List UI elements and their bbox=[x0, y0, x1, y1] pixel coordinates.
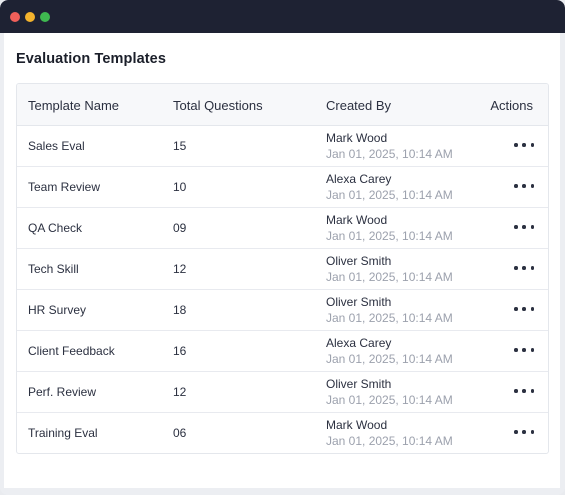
created-by-cell: Oliver Smith Jan 01, 2025, 10:14 AM bbox=[326, 254, 453, 286]
template-name-cell: Perf. Review bbox=[28, 385, 97, 399]
header-actions: Actions bbox=[490, 98, 533, 113]
dot bbox=[514, 184, 518, 188]
dot bbox=[530, 225, 534, 229]
created-by-cell: Oliver Smith Jan 01, 2025, 10:14 AM bbox=[326, 377, 453, 409]
total-questions-cell: 15 bbox=[173, 139, 187, 153]
creator-name: Mark Wood bbox=[326, 131, 388, 145]
dot bbox=[530, 307, 534, 311]
dot bbox=[530, 389, 534, 393]
dot bbox=[514, 348, 518, 352]
total-questions-cell: 12 bbox=[173, 262, 187, 276]
header-created-by: Created By bbox=[326, 98, 392, 113]
dot bbox=[522, 266, 526, 270]
window-titlebar bbox=[0, 0, 565, 33]
table-row[interactable]: Team Review 10 Alexa Carey Jan 01, 2025,… bbox=[17, 167, 548, 208]
dot bbox=[514, 143, 518, 147]
creator-name: Oliver Smith bbox=[326, 254, 392, 268]
table-row[interactable]: QA Check 09 Mark Wood Jan 01, 2025, 10:1… bbox=[17, 208, 548, 249]
close-window-button[interactable] bbox=[10, 12, 20, 22]
template-name-cell: Team Review bbox=[28, 180, 101, 194]
table-row[interactable]: Perf. Review 12 Oliver Smith Jan 01, 202… bbox=[17, 372, 548, 413]
dot bbox=[530, 266, 534, 270]
created-date: Jan 01, 2025, 10:14 AM bbox=[326, 229, 453, 243]
dot bbox=[522, 389, 526, 393]
template-name-cell: Sales Eval bbox=[28, 139, 85, 153]
creator-name: Mark Wood bbox=[326, 213, 388, 227]
creator-name: Oliver Smith bbox=[326, 377, 392, 391]
content-panel: Evaluation Templates Template Name Total… bbox=[4, 33, 560, 488]
created-by-cell: Mark Wood Jan 01, 2025, 10:14 AM bbox=[326, 131, 453, 163]
creator-name: Alexa Carey bbox=[326, 336, 392, 350]
template-name-cell: QA Check bbox=[28, 221, 83, 235]
dot bbox=[522, 225, 526, 229]
more-horizontal-icon[interactable] bbox=[514, 137, 534, 153]
more-horizontal-icon[interactable] bbox=[514, 301, 534, 317]
created-date: Jan 01, 2025, 10:14 AM bbox=[326, 188, 453, 202]
created-date: Jan 01, 2025, 10:14 AM bbox=[326, 147, 453, 161]
table-row[interactable]: Training Eval 06 Mark Wood Jan 01, 2025,… bbox=[17, 413, 548, 453]
header-total-questions: Total Questions bbox=[173, 98, 263, 113]
created-date: Jan 01, 2025, 10:14 AM bbox=[326, 434, 453, 448]
table-header: Template Name Total Questions Created By… bbox=[17, 84, 548, 126]
created-date: Jan 01, 2025, 10:14 AM bbox=[326, 393, 453, 407]
dot bbox=[522, 143, 526, 147]
more-horizontal-icon[interactable] bbox=[514, 219, 534, 235]
templates-table: Template Name Total Questions Created By… bbox=[16, 83, 549, 454]
minimize-window-button[interactable] bbox=[25, 12, 35, 22]
table-row[interactable]: Client Feedback 16 Alexa Carey Jan 01, 2… bbox=[17, 331, 548, 372]
created-date: Jan 01, 2025, 10:14 AM bbox=[326, 270, 453, 284]
more-horizontal-icon[interactable] bbox=[514, 260, 534, 276]
dot bbox=[530, 143, 534, 147]
created-by-cell: Alexa Carey Jan 01, 2025, 10:14 AM bbox=[326, 172, 453, 204]
dot bbox=[522, 348, 526, 352]
dot bbox=[514, 307, 518, 311]
table-row[interactable]: HR Survey 18 Oliver Smith Jan 01, 2025, … bbox=[17, 290, 548, 331]
created-by-cell: Oliver Smith Jan 01, 2025, 10:14 AM bbox=[326, 295, 453, 327]
table-row[interactable]: Tech Skill 12 Oliver Smith Jan 01, 2025,… bbox=[17, 249, 548, 290]
dot bbox=[522, 307, 526, 311]
creator-name: Mark Wood bbox=[326, 418, 388, 432]
more-horizontal-icon[interactable] bbox=[514, 383, 534, 399]
total-questions-cell: 10 bbox=[173, 180, 187, 194]
maximize-window-button[interactable] bbox=[40, 12, 50, 22]
total-questions-cell: 16 bbox=[173, 344, 187, 358]
more-horizontal-icon[interactable] bbox=[514, 424, 534, 440]
template-name-cell: Client Feedback bbox=[28, 344, 115, 358]
page-title: Evaluation Templates bbox=[16, 51, 166, 67]
template-name-cell: Tech Skill bbox=[28, 262, 79, 276]
dot bbox=[522, 184, 526, 188]
created-by-cell: Mark Wood Jan 01, 2025, 10:14 AM bbox=[326, 213, 453, 245]
dot bbox=[514, 389, 518, 393]
more-horizontal-icon[interactable] bbox=[514, 178, 534, 194]
total-questions-cell: 09 bbox=[173, 221, 187, 235]
created-by-cell: Mark Wood Jan 01, 2025, 10:14 AM bbox=[326, 418, 453, 450]
table-body: Sales Eval 15 Mark Wood Jan 01, 2025, 10… bbox=[17, 126, 548, 453]
dot bbox=[522, 430, 526, 434]
header-template-name: Template Name bbox=[28, 98, 120, 113]
dot bbox=[514, 225, 518, 229]
total-questions-cell: 06 bbox=[173, 426, 187, 440]
dot bbox=[530, 348, 534, 352]
total-questions-cell: 12 bbox=[173, 385, 187, 399]
created-by-cell: Alexa Carey Jan 01, 2025, 10:14 AM bbox=[326, 336, 453, 368]
total-questions-cell: 18 bbox=[173, 303, 187, 317]
creator-name: Alexa Carey bbox=[326, 172, 392, 186]
dot bbox=[514, 266, 518, 270]
template-name-cell: HR Survey bbox=[28, 303, 87, 317]
table-row[interactable]: Sales Eval 15 Mark Wood Jan 01, 2025, 10… bbox=[17, 126, 548, 167]
template-name-cell: Training Eval bbox=[28, 426, 98, 440]
created-date: Jan 01, 2025, 10:14 AM bbox=[326, 311, 453, 325]
dot bbox=[530, 184, 534, 188]
created-date: Jan 01, 2025, 10:14 AM bbox=[326, 352, 453, 366]
dot bbox=[514, 430, 518, 434]
more-horizontal-icon[interactable] bbox=[514, 342, 534, 358]
dot bbox=[530, 430, 534, 434]
creator-name: Oliver Smith bbox=[326, 295, 392, 309]
